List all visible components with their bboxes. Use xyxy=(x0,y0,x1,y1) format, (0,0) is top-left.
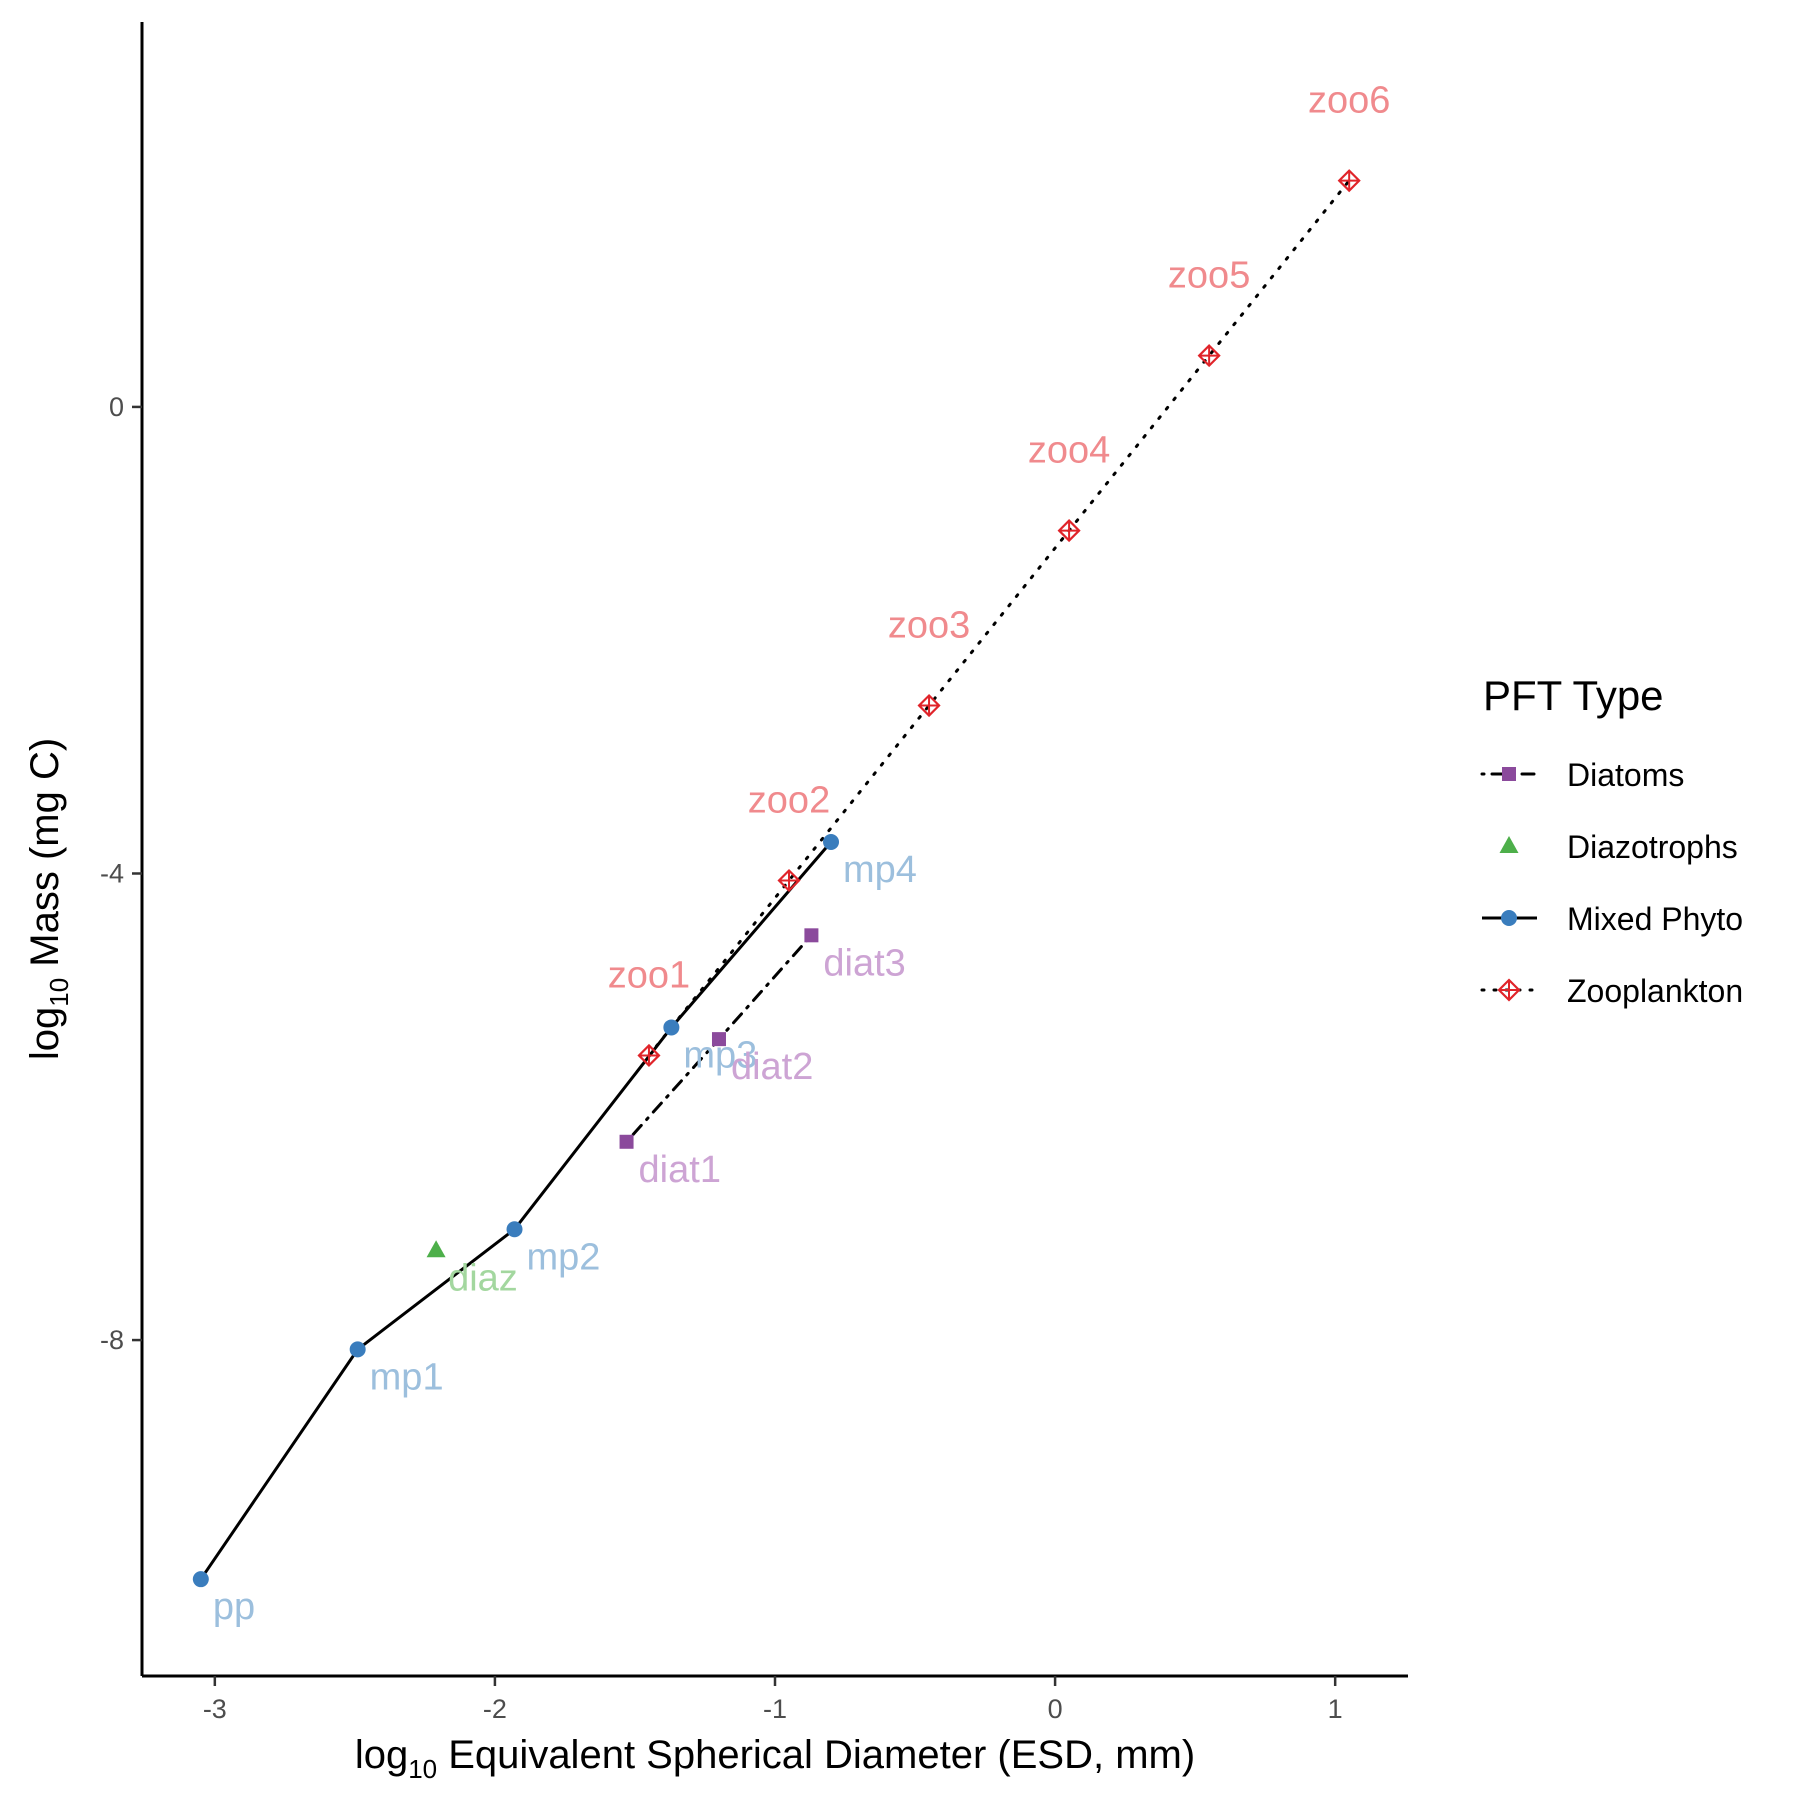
legend-label-diazotrophs: Diazotrophs xyxy=(1567,829,1738,865)
point-mp4 xyxy=(823,834,840,851)
y-axis-ticks: 0 -4 -8 xyxy=(100,392,142,1355)
y-axis-title: log10 Mass (mg C) xyxy=(23,738,74,1060)
legend-key-marker-mixed-phyto xyxy=(1501,910,1517,926)
point-zoo3 xyxy=(917,693,941,718)
x-tick-label: -1 xyxy=(763,1694,787,1724)
point-zoo1 xyxy=(637,1043,661,1068)
legend: PFT Type Diatoms Diazotrophs Mixed Phyto Zo… xyxy=(1480,672,1743,1009)
legend-title: PFT Type xyxy=(1483,672,1664,719)
point-label-pp: pp xyxy=(213,1586,255,1628)
point-mp1 xyxy=(349,1341,366,1358)
x-axis-title: log10 Equivalent Spherical Diameter (ESD… xyxy=(355,1733,1195,1784)
x-axis-ticks: -3 -2 -1 0 1 xyxy=(203,1676,1343,1724)
series-line-mixed-phyto xyxy=(199,841,833,1581)
point-label-diat1: diat1 xyxy=(639,1149,721,1191)
x-tick-label: 1 xyxy=(1328,1694,1343,1724)
legend-key-marker-diatoms xyxy=(1502,767,1516,781)
legend-label-mixed-phyto: Mixed Phyto xyxy=(1567,901,1743,937)
legend-label-zooplankton: Zooplankton xyxy=(1567,973,1743,1009)
point-diat2 xyxy=(711,1032,726,1047)
legend-key-marker-zooplankton xyxy=(1497,978,1521,1002)
point-label-mp1: mp1 xyxy=(370,1356,444,1398)
point-mp2 xyxy=(506,1221,523,1238)
point-label-mp2: mp2 xyxy=(527,1236,601,1278)
point-zoo2 xyxy=(777,868,801,893)
y-tick-label: 0 xyxy=(109,392,124,422)
point-label-zoo5: zoo5 xyxy=(1168,255,1250,297)
x-tick-label: -3 xyxy=(203,1694,227,1724)
series-line-zooplankton xyxy=(647,179,1351,1057)
data-points xyxy=(192,169,1361,1588)
point-zoo5 xyxy=(1197,344,1221,368)
point-label-zoo4: zoo4 xyxy=(1028,430,1110,472)
point-label-diat3: diat3 xyxy=(823,942,905,984)
point-zoo4 xyxy=(1057,519,1081,543)
point-diat1 xyxy=(619,1134,634,1149)
point-labels: pp mp1 mp2 mp3 mp4 diaz diat1 diat2 diat3 zoo1 zoo… xyxy=(213,80,1391,1629)
point-label-mp4: mp4 xyxy=(843,849,917,891)
y-tick-label: -4 xyxy=(100,858,124,888)
x-tick-label: 0 xyxy=(1048,1694,1063,1724)
point-label-zoo1: zoo1 xyxy=(608,954,690,996)
point-label-mp3: mp3 xyxy=(683,1034,757,1076)
point-label-zoo2: zoo2 xyxy=(748,779,830,821)
legend-key-marker-diazotrophs xyxy=(1499,836,1519,853)
point-label-zoo3: zoo3 xyxy=(888,605,970,647)
x-tick-label: -2 xyxy=(483,1694,507,1724)
legend-label-diatoms: Diatoms xyxy=(1567,757,1684,793)
y-tick-label: -8 xyxy=(100,1325,124,1355)
point-mp3 xyxy=(663,1019,680,1036)
point-label-diaz: diaz xyxy=(448,1257,518,1299)
point-diat3 xyxy=(804,928,819,943)
point-zoo6 xyxy=(1337,169,1361,193)
point-label-zoo6: zoo6 xyxy=(1308,80,1390,122)
point-pp xyxy=(192,1571,209,1588)
point-diaz xyxy=(426,1240,446,1258)
point-label-diat2: diat2 xyxy=(731,1046,813,1088)
